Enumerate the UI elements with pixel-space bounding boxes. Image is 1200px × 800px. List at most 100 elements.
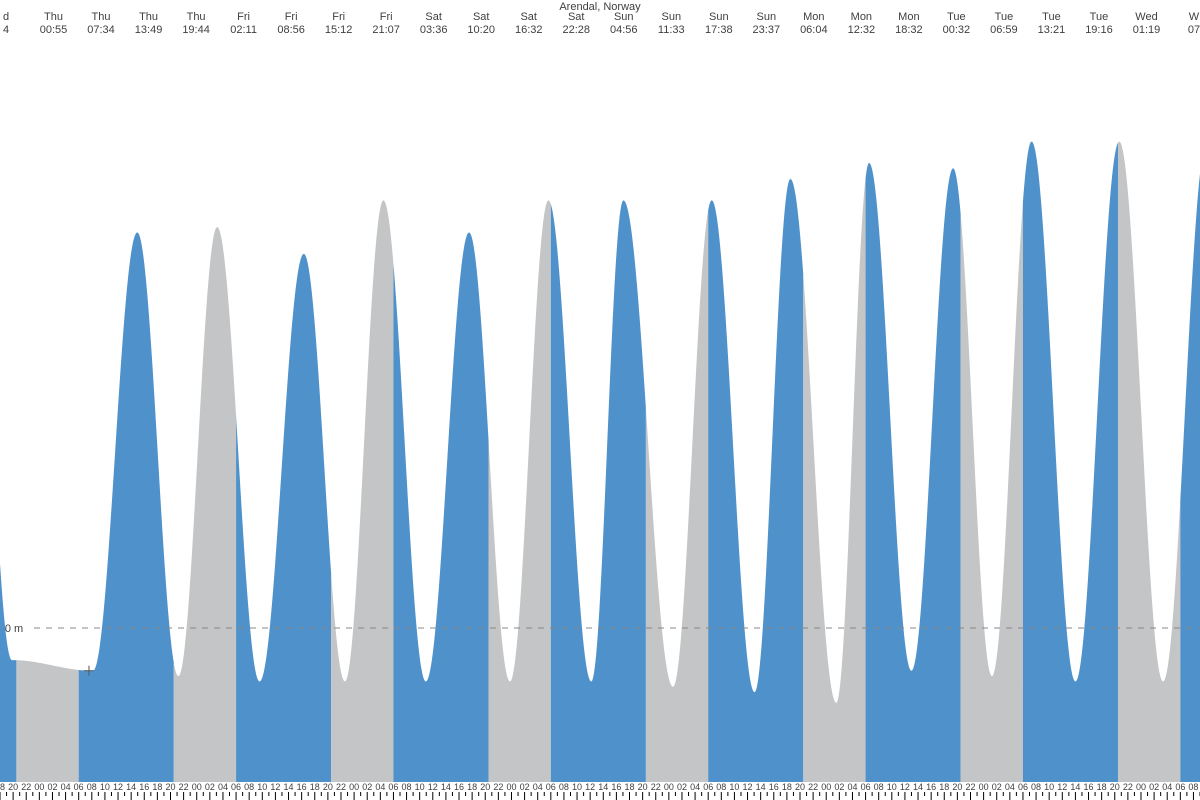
bottom-hour-label: 08 (402, 782, 412, 792)
bottom-hour-label: 06 (861, 782, 871, 792)
tide-area-day (1180, 174, 1200, 782)
bottom-hour-label: 08 (716, 782, 726, 792)
top-label-day: Mon (803, 11, 824, 23)
top-label-time: 02:11 (230, 24, 257, 36)
bottom-hour-label: 08 (244, 782, 254, 792)
bottom-hour-label: 12 (585, 782, 595, 792)
bottom-hour-label: 10 (100, 782, 110, 792)
top-label-day: Thu (44, 11, 63, 23)
top-label-day: Mon (851, 11, 872, 23)
bottom-hour-label: 04 (1162, 782, 1172, 792)
bottom-hour-label: 20 (165, 782, 175, 792)
bottom-hour-label: 10 (729, 782, 739, 792)
bottom-hour-label: 22 (1123, 782, 1133, 792)
bottom-hour-label: 02 (834, 782, 844, 792)
top-label-day: Tue (1042, 11, 1061, 23)
bottom-hour-label: 12 (1057, 782, 1067, 792)
top-label-day: Thu (187, 11, 206, 23)
bottom-hour-label: 02 (1149, 782, 1159, 792)
tide-area-night (1118, 142, 1180, 782)
bottom-hour-label: 00 (506, 782, 516, 792)
bottom-hour-label: 04 (218, 782, 228, 792)
top-label-day: Fri (332, 11, 345, 23)
bottom-hour-label: 16 (139, 782, 149, 792)
top-label-day: Fri (380, 11, 393, 23)
bottom-hour-label: 12 (743, 782, 753, 792)
bottom-hour-label: 06 (546, 782, 556, 792)
bottom-hour-label: 02 (677, 782, 687, 792)
bottom-hour-label: 08 (87, 782, 97, 792)
top-label-day: Sat (425, 11, 442, 23)
bottom-hour-label: 10 (572, 782, 582, 792)
tide-area-group (0, 142, 1200, 782)
bottom-hour-label: 16 (611, 782, 621, 792)
bottom-hour-label: 16 (297, 782, 307, 792)
bottom-hour-label: 14 (756, 782, 766, 792)
top-label-time: 07 (1188, 24, 1200, 36)
top-label-day: Wed (1135, 11, 1157, 23)
top-label-day: Thu (139, 11, 158, 23)
bottom-hour-label: 06 (231, 782, 241, 792)
bottom-hour-label: 02 (992, 782, 1002, 792)
top-label-time: 19:44 (182, 24, 210, 36)
tide-area-night (174, 227, 236, 782)
top-label-day: Tue (947, 11, 966, 23)
bottom-hour-label: 16 (454, 782, 464, 792)
bottom-hour-label: 02 (362, 782, 372, 792)
bottom-hour-label: 06 (1175, 782, 1185, 792)
top-label-time: 16:32 (515, 24, 543, 36)
top-labels: d4Thu00:55Thu07:34Thu13:49Thu19:44Fri02:… (3, 11, 1200, 36)
tide-area-night (961, 202, 1023, 782)
bottom-hour-label: 08 (874, 782, 884, 792)
bottom-hour-label: 00 (34, 782, 44, 792)
bottom-hour-label: 12 (900, 782, 910, 792)
bottom-hour-label: 16 (769, 782, 779, 792)
bottom-hour-label: 18 (782, 782, 792, 792)
bottom-hour-label: 18 (467, 782, 477, 792)
bottom-hour-label: 22 (179, 782, 189, 792)
bottom-hour-label: 08 (1188, 782, 1198, 792)
bottom-hour-label: 22 (336, 782, 346, 792)
top-label-day: Sun (614, 11, 634, 23)
bottom-hour-label: 20 (480, 782, 490, 792)
tide-area-day (866, 163, 961, 782)
bottom-hour-label: 18 (625, 782, 635, 792)
tide-area-day (551, 200, 646, 782)
tide-chart: 0 mArendal, Norwayd4Thu00:55Thu07:34Thu1… (0, 0, 1200, 800)
tide-area-night (646, 210, 708, 782)
tide-area-day (0, 563, 16, 782)
tide-area-night (489, 200, 551, 782)
bottom-hour-label: 00 (1136, 782, 1146, 792)
tide-area-day (79, 232, 174, 782)
top-label-day: Tue (1090, 11, 1109, 23)
bottom-hour-label: 02 (520, 782, 530, 792)
tide-area-day (236, 254, 331, 782)
top-label-time: 10:20 (467, 24, 495, 36)
top-label-time: 13:21 (1038, 24, 1066, 36)
bottom-hour-label: 04 (847, 782, 857, 792)
bottom-hour-label: 02 (47, 782, 57, 792)
top-label-time: 17:38 (705, 24, 733, 36)
top-label-time: 15:12 (325, 24, 353, 36)
bottom-hour-label: 12 (428, 782, 438, 792)
top-label-day: Thu (92, 11, 111, 23)
bottom-hour-label: 06 (74, 782, 84, 792)
bottom-hour-label: 04 (61, 782, 71, 792)
bottom-hour-label: 06 (703, 782, 713, 792)
top-label-time: 04:56 (610, 24, 638, 36)
bottom-hour-label: 18 (152, 782, 162, 792)
bottom-hour-label: 22 (21, 782, 31, 792)
top-label-day: d (3, 11, 9, 23)
top-label-time: 4 (3, 24, 9, 36)
bottom-hour-label: 00 (349, 782, 359, 792)
bottom-hour-label: 16 (1084, 782, 1094, 792)
top-label-day: Mon (898, 11, 919, 23)
bottom-hour-label: 10 (887, 782, 897, 792)
bottom-hour-label: 18 (310, 782, 320, 792)
bottom-hour-label: 12 (270, 782, 280, 792)
bottom-hour-label: 04 (533, 782, 543, 792)
bottom-hour-label: 22 (965, 782, 975, 792)
top-label-time: 18:32 (895, 24, 923, 36)
zero-label: 0 m (5, 623, 23, 635)
bottom-hour-label: 20 (952, 782, 962, 792)
